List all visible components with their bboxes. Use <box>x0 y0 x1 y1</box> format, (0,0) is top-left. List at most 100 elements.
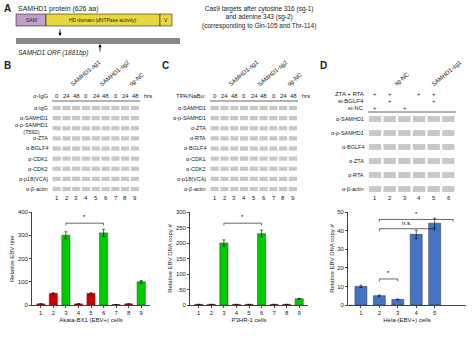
svg-text:+: + <box>432 91 436 97</box>
svg-text:300: 300 <box>18 232 29 238</box>
svg-text:TPA/NaBu:: TPA/NaBu: <box>176 93 206 99</box>
svg-text:+: + <box>388 98 392 104</box>
svg-text:α-ZTA: α-ZTA <box>349 158 364 164</box>
svg-text:α-RTA: α-RTA <box>348 172 364 178</box>
svg-text:SAMHD1-sg2: SAMHD1-sg2 <box>257 59 289 88</box>
svg-text:7: 7 <box>272 310 276 316</box>
svg-text:Hela-(EBV+) cells: Hela-(EBV+) cells <box>383 317 431 323</box>
svg-text:5: 5 <box>432 195 436 201</box>
svg-text:4: 4 <box>417 195 421 201</box>
svg-text:10: 10 <box>337 284 344 290</box>
svg-text:2: 2 <box>210 310 214 316</box>
svg-text:*: * <box>241 214 244 220</box>
svg-text:200: 200 <box>18 256 29 262</box>
svg-text:5: 5 <box>433 310 437 316</box>
svg-text:1: 1 <box>373 195 377 201</box>
svg-text:Akata-BX1 (EBV+) cells: Akata-BX1 (EBV+) cells <box>59 317 123 323</box>
svg-text:SAMHD1-sg1: SAMHD1-sg1 <box>430 59 462 88</box>
svg-text:4: 4 <box>84 195 88 201</box>
svg-text:α-p18(VCA): α-p18(VCA) <box>19 176 48 182</box>
svg-text:+: + <box>373 105 377 111</box>
svg-text:6: 6 <box>104 195 108 201</box>
svg-text:α-CDK2: α-CDK2 <box>186 166 206 172</box>
svg-text:SAMHD1-sg1: SAMHD1-sg1 <box>69 59 101 88</box>
svg-text:300: 300 <box>176 209 187 215</box>
svg-text:D: D <box>320 60 327 71</box>
svg-text:4: 4 <box>235 310 239 316</box>
svg-text:3: 3 <box>396 310 400 316</box>
svg-text:48: 48 <box>290 93 297 99</box>
svg-text:Relative EBV titer: Relative EBV titer <box>9 235 15 282</box>
svg-text:24: 24 <box>221 93 228 99</box>
svg-text:24: 24 <box>63 93 70 99</box>
svg-text:24: 24 <box>251 93 258 99</box>
svg-text:+: + <box>388 91 392 97</box>
svg-text:7: 7 <box>272 195 276 201</box>
svg-text:0: 0 <box>341 302 345 308</box>
svg-text:40: 40 <box>337 228 344 234</box>
svg-text:2: 2 <box>388 195 392 201</box>
svg-text:ZTA + RTA: ZTA + RTA <box>335 91 364 97</box>
svg-text:2: 2 <box>223 195 227 201</box>
svg-text:9: 9 <box>298 310 302 316</box>
svg-text:6: 6 <box>260 310 264 316</box>
svg-text:1: 1 <box>359 310 363 316</box>
svg-text:100: 100 <box>18 279 29 285</box>
svg-text:P3HR-1 cells: P3HR-1 cells <box>231 317 266 323</box>
svg-text:sg-NC: sg-NC <box>286 71 303 87</box>
svg-text:B: B <box>4 60 11 71</box>
svg-text:α-CDK1: α-CDK1 <box>28 156 48 162</box>
svg-text:8: 8 <box>127 310 131 316</box>
svg-text:C: C <box>162 60 169 71</box>
svg-text:α-RTA: α-RTA <box>190 135 206 141</box>
svg-text:3: 3 <box>74 195 78 201</box>
svg-text:si-BGLF4: si-BGLF4 <box>338 98 364 104</box>
svg-text:SAM: SAM <box>26 17 37 23</box>
svg-text:3: 3 <box>232 195 236 201</box>
svg-text:+: + <box>417 91 421 97</box>
svg-text:6: 6 <box>102 310 106 316</box>
svg-text:8: 8 <box>281 195 285 201</box>
svg-text:48: 48 <box>102 93 109 99</box>
svg-text:48: 48 <box>260 93 267 99</box>
svg-text:1: 1 <box>39 310 43 316</box>
svg-text:0: 0 <box>55 93 59 99</box>
svg-text:48: 48 <box>231 93 238 99</box>
svg-text:0: 0 <box>25 302 29 308</box>
svg-text:50: 50 <box>179 287 186 293</box>
svg-text:α-CDK1: α-CDK1 <box>186 156 206 162</box>
svg-text:α-BGLF4: α-BGLF4 <box>342 144 364 150</box>
svg-text:200: 200 <box>176 240 187 246</box>
svg-text:+: + <box>432 98 436 104</box>
svg-text:SAMHD1-sg2: SAMHD1-sg2 <box>99 59 131 88</box>
svg-text:30: 30 <box>337 246 344 252</box>
svg-text:sg-NC: sg-NC <box>128 71 145 87</box>
svg-text:5: 5 <box>94 195 98 201</box>
svg-text:2: 2 <box>52 310 56 316</box>
svg-text:100: 100 <box>176 271 187 277</box>
svg-text:0: 0 <box>242 93 246 99</box>
svg-text:400: 400 <box>18 209 29 215</box>
svg-text:3: 3 <box>403 195 407 201</box>
svg-text:α-ZTA: α-ZTA <box>33 135 48 141</box>
svg-text:α-BGLF4: α-BGLF4 <box>26 145 48 151</box>
svg-text:α-SAMHD1: α-SAMHD1 <box>178 105 206 111</box>
svg-text:7: 7 <box>114 310 118 316</box>
svg-text:20: 20 <box>337 265 344 271</box>
svg-text:SAMHD1 protein (626 aa): SAMHD1 protein (626 aa) <box>18 5 99 13</box>
svg-text:0: 0 <box>84 93 88 99</box>
svg-text:A: A <box>4 3 11 14</box>
svg-text:Relative EBV DNA copy #: Relative EBV DNA copy # <box>167 223 173 292</box>
svg-text:5: 5 <box>247 310 251 316</box>
svg-text:SAMHD1 ORF (1881bp): SAMHD1 ORF (1881bp) <box>18 49 88 57</box>
svg-text:1: 1 <box>213 195 217 201</box>
svg-text:4: 4 <box>242 195 246 201</box>
svg-text:α-BGLF4: α-BGLF4 <box>184 145 206 151</box>
svg-text:1: 1 <box>55 195 59 201</box>
svg-text:0: 0 <box>272 93 276 99</box>
svg-text:Cas9 targets after cytosine 31: Cas9 targets after cytosine 316 (sg-1)an… <box>202 5 316 30</box>
svg-text:7: 7 <box>114 195 118 201</box>
svg-text:α-p-SAMHD1: α-p-SAMHD1 <box>331 130 364 136</box>
svg-text:3: 3 <box>64 310 68 316</box>
svg-text:48: 48 <box>73 93 80 99</box>
